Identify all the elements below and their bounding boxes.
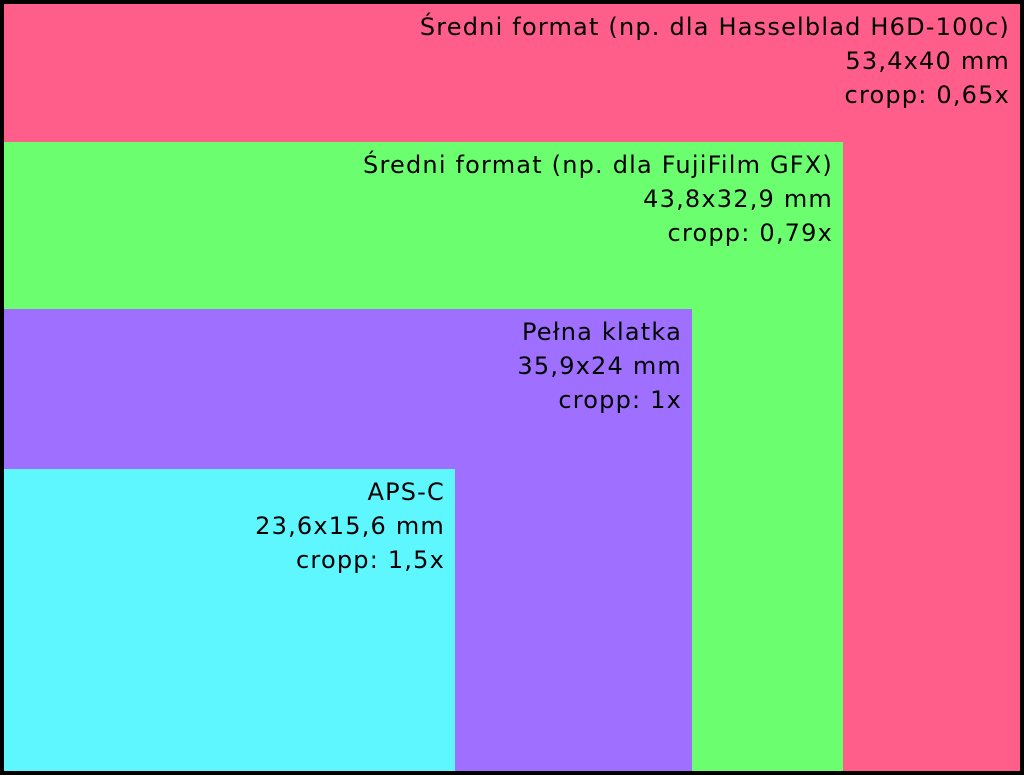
sensor-crop-factor: cropp: 1x bbox=[558, 386, 682, 414]
sensor-name: APS-C bbox=[367, 478, 445, 506]
sensor-dimensions: 53,4x40 mm bbox=[845, 47, 1010, 75]
sensor-crop-factor: cropp: 1,5x bbox=[296, 546, 445, 574]
sensor-aps-c: APS-C 23,6x15,6 mm cropp: 1,5x bbox=[4, 469, 455, 771]
sensor-label: Średni format (np. dla FujiFilm GFX) 43,… bbox=[363, 148, 833, 250]
sensor-dimensions: 23,6x15,6 mm bbox=[255, 512, 445, 540]
sensor-label: Pełna klatka 35,9x24 mm cropp: 1x bbox=[517, 315, 682, 417]
sensor-label: APS-C 23,6x15,6 mm cropp: 1,5x bbox=[255, 475, 445, 577]
sensor-name: Średni format (np. dla FujiFilm GFX) bbox=[363, 151, 833, 179]
sensor-dimensions: 43,8x32,9 mm bbox=[643, 185, 833, 213]
sensor-name: Średni format (np. dla Hasselblad H6D-10… bbox=[419, 13, 1010, 41]
sensor-dimensions: 35,9x24 mm bbox=[517, 352, 682, 380]
sensor-name: Pełna klatka bbox=[521, 318, 682, 346]
sensor-label: Średni format (np. dla Hasselblad H6D-10… bbox=[420, 10, 1010, 112]
sensor-crop-factor: cropp: 0,65x bbox=[844, 81, 1010, 109]
sensor-crop-factor: cropp: 0,79x bbox=[667, 219, 833, 247]
